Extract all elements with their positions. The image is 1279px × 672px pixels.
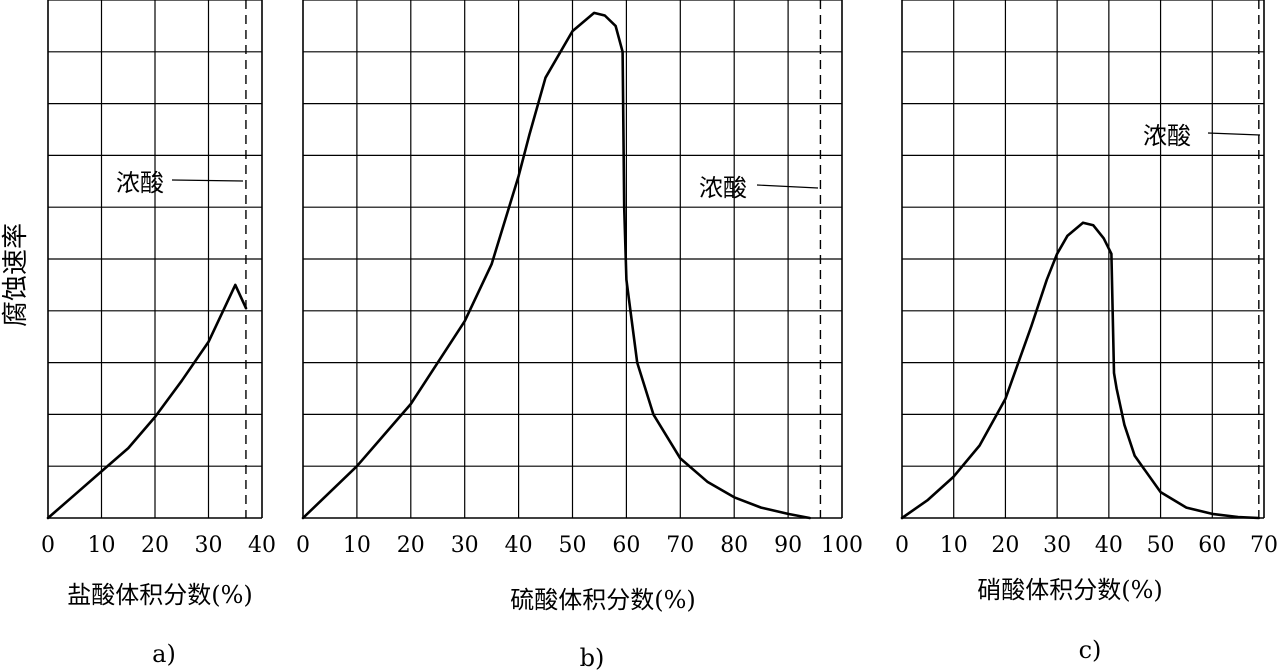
y-axis-label: 腐蚀速率 — [1, 223, 31, 327]
panel-a-corrosion-curve — [46, 283, 248, 520]
panel-b-label: b) — [580, 644, 605, 672]
panel-c-x-tick-label: 10 — [940, 533, 968, 558]
panel-b-x-tick-label: 80 — [720, 533, 748, 558]
panel-b-x-tick-label: 0 — [296, 533, 310, 558]
panel-b-annotation-leader — [756, 184, 819, 189]
panel-c-label: c) — [1079, 636, 1102, 664]
panel-b-x-tick-label: 50 — [559, 533, 587, 558]
panel-b-x-tick-label: 60 — [612, 533, 640, 558]
panel-c-x-tick-label: 20 — [991, 533, 1019, 558]
panel-a: 浓酸 盐酸体积分数(%) a) 0 10 20 30 40 — [41, 0, 276, 668]
panel-c: 浓酸 硝酸体积分数(%) c) 0 10 20 30 40 50 60 70 — [895, 0, 1278, 664]
panel-c-corrosion-curve — [900, 221, 1261, 520]
panel-b-grid — [303, 0, 842, 518]
panel-b-x-tick-label: 100 — [821, 533, 863, 558]
panel-a-x-tick-label: 10 — [88, 533, 116, 558]
panel-c-x-axis-label: 硝酸体积分数(%) — [977, 576, 1163, 604]
panel-c-x-tick-label: 50 — [1147, 533, 1175, 558]
panel-b-x-tick-label: 40 — [505, 533, 533, 558]
panel-b-corrosion-curve — [301, 11, 812, 520]
panel-c-x-tick-label: 0 — [895, 533, 909, 558]
panel-c-grid — [902, 0, 1264, 518]
panel-a-x-tick-label: 40 — [248, 533, 276, 558]
panel-a-x-tick-label: 20 — [141, 533, 169, 558]
panel-b-x-axis-label: 硫酸体积分数(%) — [510, 586, 696, 614]
panel-b-x-tick-label: 10 — [343, 533, 371, 558]
panel-c-x-tick-label: 60 — [1198, 533, 1226, 558]
panel-a-grid — [48, 0, 262, 518]
panel-b: 浓酸 硫酸体积分数(%) b) 0 10 20 30 40 50 60 70 80 90 100 — [296, 0, 863, 672]
panel-b-x-tick-label: 30 — [451, 533, 479, 558]
panel-c-annotation: 浓酸 — [1143, 122, 1191, 150]
panel-c-x-tick-label: 30 — [1043, 533, 1071, 558]
panel-a-x-axis-label: 盐酸体积分数(%) — [67, 581, 253, 609]
panel-a-annotation-leader — [171, 179, 244, 182]
panel-a-annotation: 浓酸 — [116, 169, 164, 197]
panel-a-label: a) — [152, 640, 176, 668]
panel-c-x-tick-label: 70 — [1250, 533, 1278, 558]
panel-b-x-tick-label: 70 — [666, 533, 694, 558]
panel-b-annotation: 浓酸 — [699, 174, 747, 202]
panel-b-x-tick-label: 20 — [397, 533, 425, 558]
panel-c-x-tick-label: 40 — [1095, 533, 1123, 558]
panel-a-x-tick-label: 0 — [41, 533, 55, 558]
panel-a-x-tick-label: 30 — [195, 533, 223, 558]
panel-c-annotation-leader — [1207, 132, 1261, 136]
panel-b-x-tick-label: 90 — [774, 533, 802, 558]
